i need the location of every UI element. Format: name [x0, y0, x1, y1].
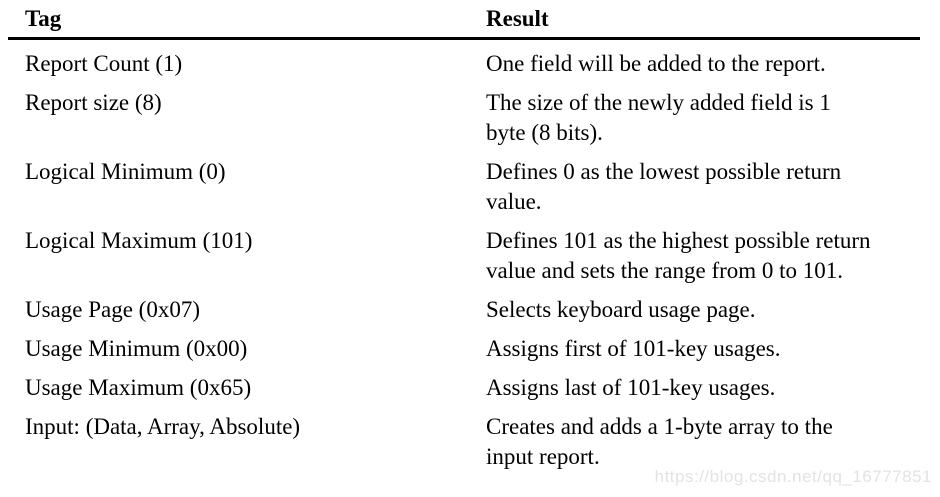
result-cell: Assigns last of 101-key usages. [486, 375, 776, 400]
tag-cell: Usage Maximum (0x65) [25, 375, 252, 400]
tag-cell: Logical Maximum (101) [25, 228, 253, 253]
table-row: Logical Maximum (101) Defines 101 as the… [8, 217, 920, 286]
result-cell: Selects keyboard usage page. [486, 297, 756, 322]
tag-cell: Usage Page (0x07) [25, 297, 201, 322]
table-row: Report size (8) The size of the newly ad… [8, 79, 920, 148]
result-cell: The size of the newly added field is 1 b… [486, 90, 831, 145]
column-header-result: Result [486, 0, 920, 40]
header-row: Tag Result [8, 0, 920, 40]
table-row: Usage Page (0x07) Selects keyboard usage… [8, 286, 920, 325]
result-cell: Defines 101 as the highest possible retu… [486, 228, 871, 283]
table-row: Input: (Data, Array, Absolute) Creates a… [8, 403, 920, 472]
tag-cell: Input: (Data, Array, Absolute) [25, 414, 301, 439]
tag-cell: Report Count (1) [25, 51, 183, 76]
tag-result-table: Tag Result Report Count (1) One field wi… [8, 0, 920, 472]
tag-cell: Usage Minimum (0x00) [25, 336, 248, 361]
column-header-tag: Tag [8, 0, 486, 40]
result-cell: Defines 0 as the lowest possible return … [486, 159, 842, 214]
csdn-watermark-link: https://blog.csdn.net/qq_16777851 [654, 467, 932, 486]
result-cell: Creates and adds a 1-byte array to the i… [486, 414, 833, 469]
table-row: Logical Minimum (0) Defines 0 as the low… [8, 148, 920, 217]
tag-cell: Logical Minimum (0) [25, 159, 226, 184]
result-cell: One field will be added to the report. [486, 51, 826, 76]
result-cell: Assigns first of 101-key usages. [486, 336, 781, 361]
table-row: Report Count (1) One field will be added… [8, 39, 920, 80]
table-row: Usage Minimum (0x00) Assigns first of 10… [8, 325, 920, 364]
tag-cell: Report size (8) [25, 90, 162, 115]
table-row: Usage Maximum (0x65) Assigns last of 101… [8, 364, 920, 403]
